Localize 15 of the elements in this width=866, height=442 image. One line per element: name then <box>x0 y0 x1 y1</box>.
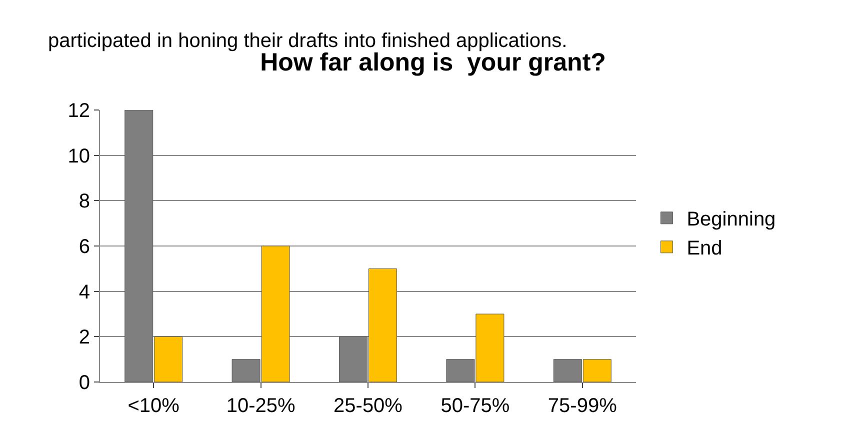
x-tick-label: <10% <box>128 395 180 417</box>
y-tick-label: 8 <box>78 190 90 213</box>
x-tick-label: 25-50% <box>334 395 403 417</box>
y-tick-label: 12 <box>68 100 90 122</box>
x-tick-label: 10-25% <box>226 395 296 417</box>
y-tick-label: 0 <box>78 372 90 394</box>
y-tick-label: 10 <box>68 145 90 168</box>
legend-label: End <box>686 238 722 260</box>
x-tick-label: 75-99% <box>548 395 618 417</box>
text: participated in honing their drafts into finished applications. <box>48 30 568 52</box>
y-tick-label: 4 <box>78 281 90 304</box>
y-tick-label: 2 <box>78 326 90 349</box>
legend-label: Beginning <box>686 208 776 231</box>
x-tick-label: 50-75% <box>440 395 510 417</box>
y-tick-label: 6 <box>78 236 90 258</box>
